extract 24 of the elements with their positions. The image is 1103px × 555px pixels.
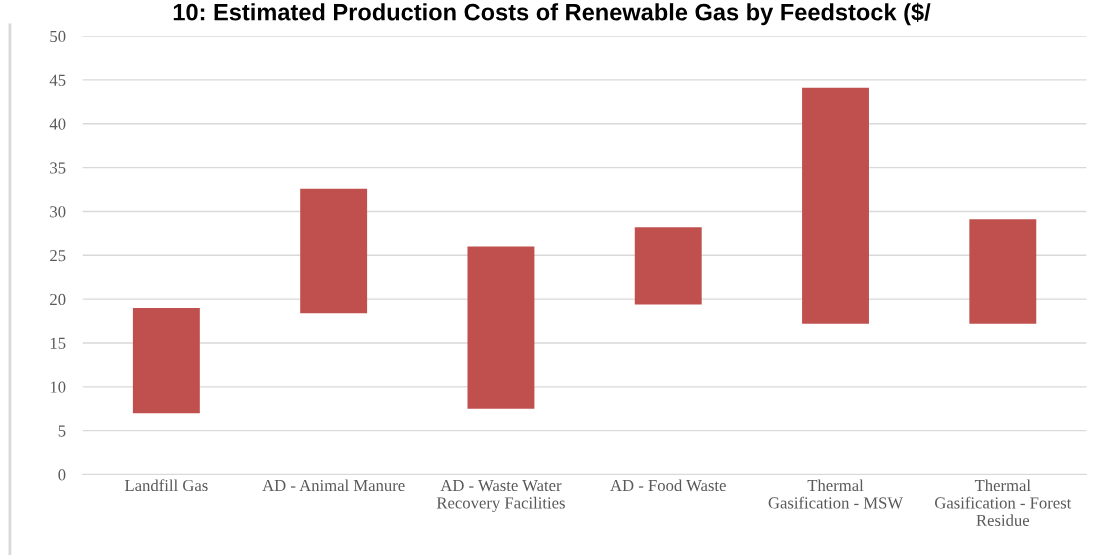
y-tick-label: 45 <box>49 74 66 86</box>
x-tick-label: Landfill Gas <box>124 479 208 492</box>
x-tick-label: AD - Food Waste <box>610 479 726 492</box>
y-tick-label: 15 <box>50 337 66 349</box>
bar <box>467 246 535 409</box>
y-tick-label: 40 <box>49 118 66 130</box>
chart-title: 10: Estimated Production Costs of Renewable Gas by Feedstock ($/ <box>173 2 931 26</box>
y-tick-label: 20 <box>50 293 66 306</box>
y-tick-label: 10 <box>50 381 66 393</box>
y-tick-label: 35 <box>50 162 66 174</box>
y-tick-label: 0 <box>58 469 66 481</box>
x-tick-label: Thermal Gasification - Forest Residue <box>934 479 1072 526</box>
bar <box>802 87 869 324</box>
bar <box>969 219 1037 324</box>
y-tick-label: 50 <box>50 30 66 43</box>
bar <box>300 188 368 314</box>
y-tick-label: 5 <box>58 425 66 437</box>
x-tick-label: AD - Animal Manure <box>262 479 405 492</box>
bar <box>132 307 200 414</box>
x-tick-label: Thermal Gasification - MSW <box>768 479 904 509</box>
bar <box>634 227 702 305</box>
x-tick-label: AD - Waste Water Recovery Facilities <box>436 479 565 512</box>
y-tick-label: 25 <box>50 250 66 262</box>
y-tick-label: 30 <box>50 206 66 218</box>
